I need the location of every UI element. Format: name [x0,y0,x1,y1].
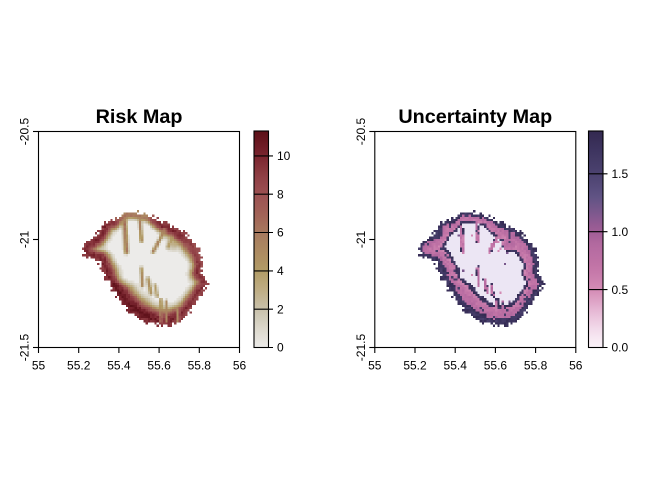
svg-text:56: 56 [233,359,247,373]
svg-text:55: 55 [368,359,382,373]
svg-text:56: 56 [569,359,583,373]
svg-text:2: 2 [277,302,284,316]
svg-text:Risk Map: Risk Map [96,106,183,128]
svg-text:1.5: 1.5 [612,167,629,181]
svg-text:55.8: 55.8 [524,359,548,373]
svg-text:-21: -21 [354,231,368,249]
svg-text:-20.5: -20.5 [354,118,368,146]
svg-text:55.6: 55.6 [147,359,171,373]
svg-text:-21.5: -21.5 [354,334,368,362]
svg-text:0.5: 0.5 [612,283,629,297]
svg-text:8: 8 [277,187,284,201]
svg-text:55.6: 55.6 [484,359,508,373]
svg-text:10: 10 [277,149,291,163]
svg-text:Uncertainty Map: Uncertainty Map [398,106,552,128]
svg-text:55.4: 55.4 [107,359,131,373]
svg-text:1.0: 1.0 [612,225,629,239]
svg-text:-21: -21 [18,231,32,249]
svg-text:-21.5: -21.5 [18,334,32,362]
svg-text:55.8: 55.8 [188,359,212,373]
svg-text:55: 55 [32,359,46,373]
svg-text:55.2: 55.2 [67,359,91,373]
svg-text:-20.5: -20.5 [18,118,32,146]
svg-text:0.0: 0.0 [612,341,629,355]
svg-text:4: 4 [277,264,284,278]
svg-text:0: 0 [277,341,284,355]
svg-text:55.2: 55.2 [403,359,427,373]
svg-text:6: 6 [277,226,284,240]
svg-text:55.4: 55.4 [444,359,468,373]
